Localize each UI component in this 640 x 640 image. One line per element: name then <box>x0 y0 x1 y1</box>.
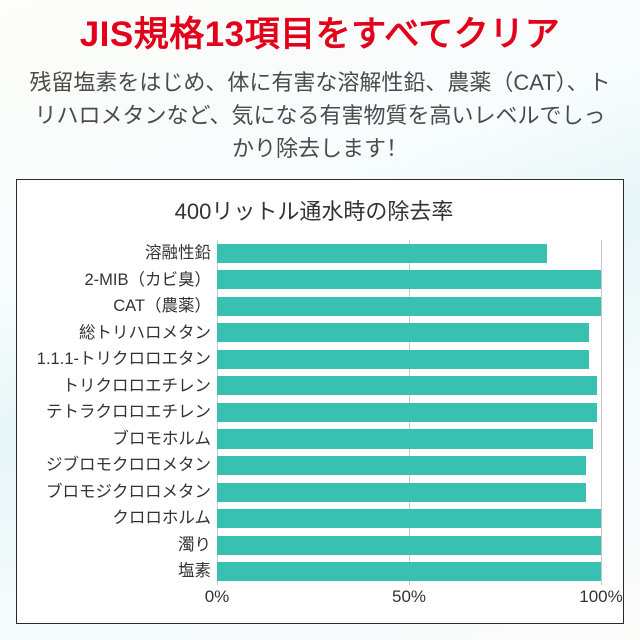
chart-category-label: ブロモホルム <box>27 426 211 453</box>
chart-bar-slot <box>217 505 601 532</box>
chart-category-label: トリクロロエチレン <box>27 373 211 400</box>
chart-bar-slot <box>217 373 601 400</box>
chart-category-label: 濁り <box>27 532 211 559</box>
chart-category-label: 総トリハロメタン <box>27 320 211 347</box>
chart-category-label: 2-MIB（カビ臭） <box>27 267 211 294</box>
chart-bar-slot <box>217 532 601 559</box>
chart-bars <box>217 240 601 585</box>
chart-bar <box>217 403 597 422</box>
chart-bar <box>217 350 589 369</box>
chart-bar-slot <box>217 346 601 373</box>
chart-bar-slot <box>217 240 601 267</box>
chart-bar <box>217 244 547 263</box>
chart-bar <box>217 376 597 395</box>
chart-x-tick-label: 100% <box>579 587 622 607</box>
chart-category-label: テトラクロロエチレン <box>27 399 211 426</box>
chart-bar <box>217 297 601 316</box>
chart-bar <box>217 323 589 342</box>
chart-plot-area <box>217 240 601 585</box>
chart-x-axis-labels: 0%50%100% <box>217 585 601 609</box>
chart-y-labels: 溶融性鉛2-MIB（カビ臭）CAT（農薬）総トリハロメタン1.1.1-トリクロロ… <box>27 240 217 585</box>
chart-bar-slot <box>217 267 601 294</box>
chart-bar-slot <box>217 293 601 320</box>
chart-category-label: ジブロモクロロメタン <box>27 452 211 479</box>
chart-bar <box>217 562 601 581</box>
chart-x-axis: 0%50%100% <box>27 585 601 609</box>
chart-category-label: ブロモジクロロメタン <box>27 479 211 506</box>
chart-x-tick-label: 0% <box>205 587 230 607</box>
chart-bar-slot <box>217 479 601 506</box>
chart-category-label: 1.1.1-トリクロロエタン <box>27 346 211 373</box>
headline: JIS規格13項目をすべてクリア <box>16 14 624 56</box>
page-root: JIS規格13項目をすべてクリア 残留塩素をはじめ、体に有害な溶解性鉛、農薬（C… <box>0 0 640 640</box>
chart-bar <box>217 509 601 528</box>
chart-bar <box>217 456 586 475</box>
chart-bar <box>217 483 586 502</box>
chart-bar-slot <box>217 426 601 453</box>
chart-bar-slot <box>217 452 601 479</box>
chart-plot-row: 溶融性鉛2-MIB（カビ臭）CAT（農薬）総トリハロメタン1.1.1-トリクロロ… <box>27 240 601 585</box>
chart-category-label: 溶融性鉛 <box>27 240 211 267</box>
chart-x-tick-label: 50% <box>392 587 426 607</box>
chart-category-label: クロロホルム <box>27 505 211 532</box>
chart-bar-slot <box>217 399 601 426</box>
chart-bar <box>217 429 593 448</box>
chart-bar <box>217 536 601 555</box>
chart-bar-slot <box>217 558 601 585</box>
chart-bar-slot <box>217 320 601 347</box>
chart-category-label: 塩素 <box>27 558 211 585</box>
gridline <box>601 240 602 585</box>
subtext: 残留塩素をはじめ、体に有害な溶解性鉛、農薬（CAT）、トリハロメタンなど、気にな… <box>16 66 624 165</box>
chart-frame: 400リットル通水時の除去率 溶融性鉛2-MIB（カビ臭）CAT（農薬）総トリハ… <box>16 179 624 624</box>
chart-category-label: CAT（農薬） <box>27 293 211 320</box>
chart-x-axis-spacer <box>27 585 217 609</box>
chart-bar <box>217 270 601 289</box>
chart-title: 400リットル通水時の除去率 <box>27 194 601 226</box>
